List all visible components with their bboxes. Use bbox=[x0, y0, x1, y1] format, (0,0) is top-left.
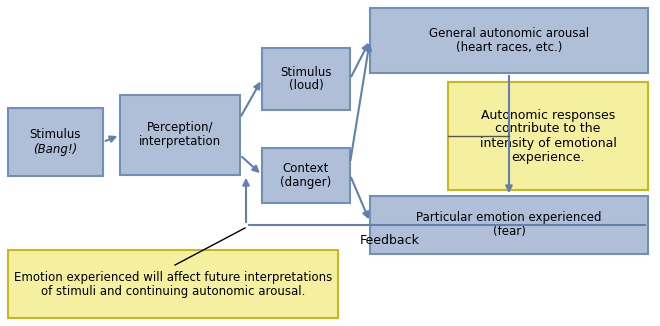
FancyBboxPatch shape bbox=[370, 196, 648, 254]
FancyBboxPatch shape bbox=[448, 82, 648, 190]
Text: General autonomic arousal: General autonomic arousal bbox=[429, 27, 589, 40]
FancyBboxPatch shape bbox=[262, 48, 350, 110]
Text: Autonomic responses: Autonomic responses bbox=[481, 109, 615, 122]
FancyBboxPatch shape bbox=[8, 108, 103, 176]
Text: (fear): (fear) bbox=[492, 226, 525, 239]
Text: Perception/: Perception/ bbox=[147, 122, 213, 135]
FancyBboxPatch shape bbox=[262, 148, 350, 203]
Text: Emotion experienced will affect future interpretations: Emotion experienced will affect future i… bbox=[14, 271, 332, 284]
Text: (heart races, etc.): (heart races, etc.) bbox=[456, 41, 562, 54]
FancyBboxPatch shape bbox=[8, 250, 338, 318]
Text: Context: Context bbox=[283, 162, 329, 175]
Text: (loud): (loud) bbox=[288, 80, 323, 93]
Text: Stimulus: Stimulus bbox=[30, 128, 81, 141]
FancyBboxPatch shape bbox=[120, 95, 240, 175]
Text: intensity of emotional: intensity of emotional bbox=[480, 137, 616, 150]
Text: (Bang!): (Bang!) bbox=[34, 142, 78, 156]
Text: Particular emotion experienced: Particular emotion experienced bbox=[416, 212, 602, 225]
Text: Feedback: Feedback bbox=[360, 233, 420, 246]
Text: experience.: experience. bbox=[512, 151, 585, 164]
Text: of stimuli and continuing autonomic arousal.: of stimuli and continuing autonomic arou… bbox=[41, 285, 305, 298]
Text: Stimulus: Stimulus bbox=[280, 66, 332, 79]
Text: interpretation: interpretation bbox=[139, 136, 221, 149]
Text: contribute to the: contribute to the bbox=[495, 123, 601, 136]
Text: (danger): (danger) bbox=[280, 176, 331, 189]
FancyBboxPatch shape bbox=[370, 8, 648, 73]
